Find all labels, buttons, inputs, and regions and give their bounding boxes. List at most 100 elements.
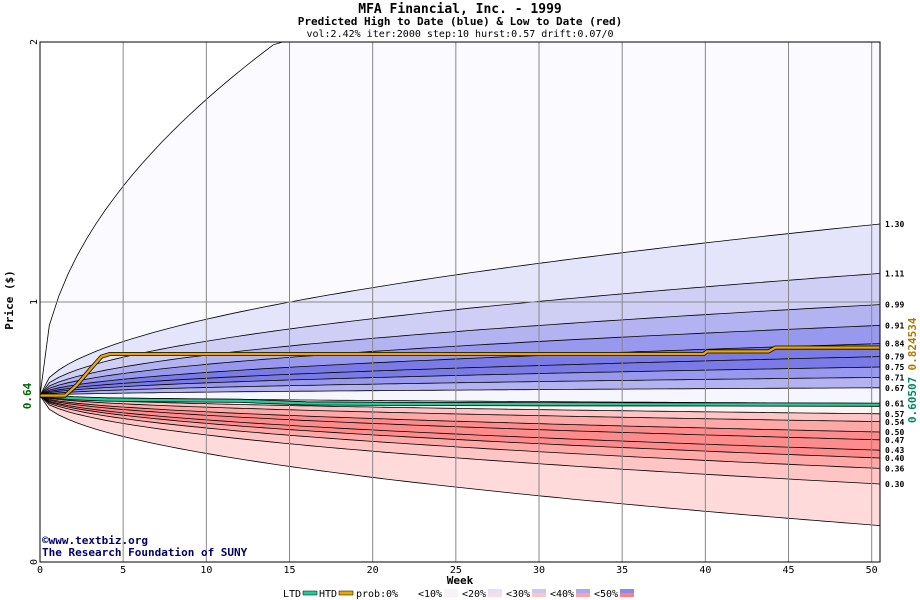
legend-pct-label: <30%: [506, 589, 530, 600]
red-band: [40, 395, 880, 458]
right-quantile-label: 0.67: [885, 384, 904, 393]
x-tick-label: 15: [283, 565, 295, 576]
blue-band: [40, 377, 880, 396]
red-band: [40, 395, 880, 484]
legend-prob-label: prob:: [356, 589, 386, 600]
x-tick-label: 10: [200, 565, 212, 576]
quantile-line: [40, 395, 880, 485]
legend-swatch-red: [532, 593, 546, 597]
quantile-line: [40, 395, 880, 415]
red-band: [40, 395, 880, 440]
credit-line-1: ©www.textbiz.org: [42, 534, 148, 547]
quantile-line: [40, 395, 880, 451]
y-axis-label: Price ($): [3, 270, 16, 330]
blue-band: [40, 356, 880, 396]
quantile-line: [40, 395, 880, 526]
legend-pct-label: <40%: [550, 589, 574, 600]
red-band: [40, 395, 880, 451]
legend-pct-label: <20%: [462, 589, 486, 600]
quantile-line: [40, 304, 880, 396]
legend-pct-label: <10%: [418, 589, 442, 600]
right-quantile-label: 0.84: [885, 340, 904, 349]
right-quantile-label: 0.75: [885, 363, 904, 372]
quantile-line: [40, 42, 880, 396]
legend-htd-swatch: [338, 590, 354, 596]
chart-subtitle: Predicted High to Date (blue) & Low to D…: [298, 15, 623, 28]
x-tick-label: 25: [450, 565, 462, 576]
right-quantile-label: 0.54: [885, 418, 904, 427]
legend-swatch-blue: [400, 589, 414, 593]
quantile-line: [40, 223, 880, 396]
legend-swatch-blue: [488, 589, 502, 593]
blue-band: [40, 304, 880, 396]
right-quantile-label: 0.43: [885, 446, 904, 455]
start-price-label: 0.64: [21, 382, 34, 409]
plot-area: 0 5 10 15 20 25 30 35 40 45 50 0 1 2 1.30 1.11 0.99 0.91 0…: [29, 39, 904, 576]
red-band: [40, 395, 880, 469]
right-quantile-label: 0.40: [885, 454, 904, 463]
ltd-line: [39, 394, 881, 406]
legend-swatch-red: [620, 593, 634, 597]
right-quantile-label: 0.61: [885, 399, 904, 408]
quantile-line: [40, 377, 880, 396]
x-axis-label: Week: [447, 574, 474, 587]
chart-title: MFA Financial, Inc. - 1999: [358, 2, 562, 17]
legend-swatch-red: [576, 593, 590, 597]
red-band: [40, 395, 880, 526]
plot-frame: [39, 41, 881, 563]
red-band: [40, 395, 880, 432]
x-tick-label: 20: [367, 565, 379, 576]
right-quantile-label: 0.47: [885, 436, 904, 445]
quantile-line: [40, 395, 880, 422]
legend-swatch-red: [444, 593, 458, 597]
legend-htd-label: HTD: [319, 589, 337, 600]
quantile-line: [40, 343, 880, 396]
blue-band: [40, 224, 880, 396]
blue-band: [40, 367, 880, 396]
legend-pct-label: 0%: [386, 589, 398, 600]
right-quantile-label: 1.11: [885, 269, 904, 278]
y-tick-label: 1: [29, 299, 40, 305]
right-quantile-label: 0.36: [885, 464, 904, 473]
right-quantile-label: 1.30: [885, 220, 904, 229]
legend-swatch-red: [400, 593, 414, 597]
credit-line-2: The Research Foundation of SUNY: [42, 546, 248, 559]
blue-band: [40, 343, 880, 396]
legend-swatch-blue: [532, 589, 546, 593]
y-tick-label: 2: [29, 39, 40, 45]
right-quantile-label: 0.57: [885, 410, 904, 419]
right-quantile-label: 0.30: [885, 480, 904, 489]
htd-final-label: 0.824534: [906, 317, 919, 370]
right-quantile-label: 0.99: [885, 301, 904, 310]
x-tick-label: 30: [533, 565, 545, 576]
x-tick-label: 35: [616, 565, 628, 576]
legend-ltd-swatch: [302, 590, 318, 596]
blue-band: [40, 42, 880, 396]
x-tick-label: 50: [866, 565, 878, 576]
right-quantile-label: 0.79: [885, 353, 904, 362]
x-tick-label: 0: [37, 565, 43, 576]
legend-ltd-label: LTD: [283, 589, 301, 600]
quantile-line: [40, 325, 880, 396]
legend-pct-label: <50%: [594, 589, 618, 600]
right-quantile-label: 0.91: [885, 321, 904, 330]
legend-swatch-blue: [620, 589, 634, 593]
quantile-line: [40, 356, 880, 396]
y-tick-label: 0: [29, 559, 40, 565]
ltd-final-label: 0.60507: [906, 377, 919, 423]
right-quantile-label: 0.71: [885, 373, 904, 382]
legend-swatch-blue: [444, 589, 458, 593]
x-tick-label: 45: [782, 565, 794, 576]
legend: LTD HTD prob: 0% <10% <20% <30% <40% <50%: [283, 589, 634, 600]
x-tick-label: 40: [699, 565, 711, 576]
blue-band: [40, 325, 880, 396]
quantile-line: [40, 366, 880, 396]
blue-band: [40, 273, 880, 396]
quantile-line: [40, 395, 880, 459]
quantile-line: [40, 273, 880, 396]
right-quantile-label: 0.50: [885, 428, 904, 437]
quantile-line: [40, 395, 880, 441]
x-tick-label: 5: [120, 565, 126, 576]
quantile-line: [40, 395, 880, 433]
